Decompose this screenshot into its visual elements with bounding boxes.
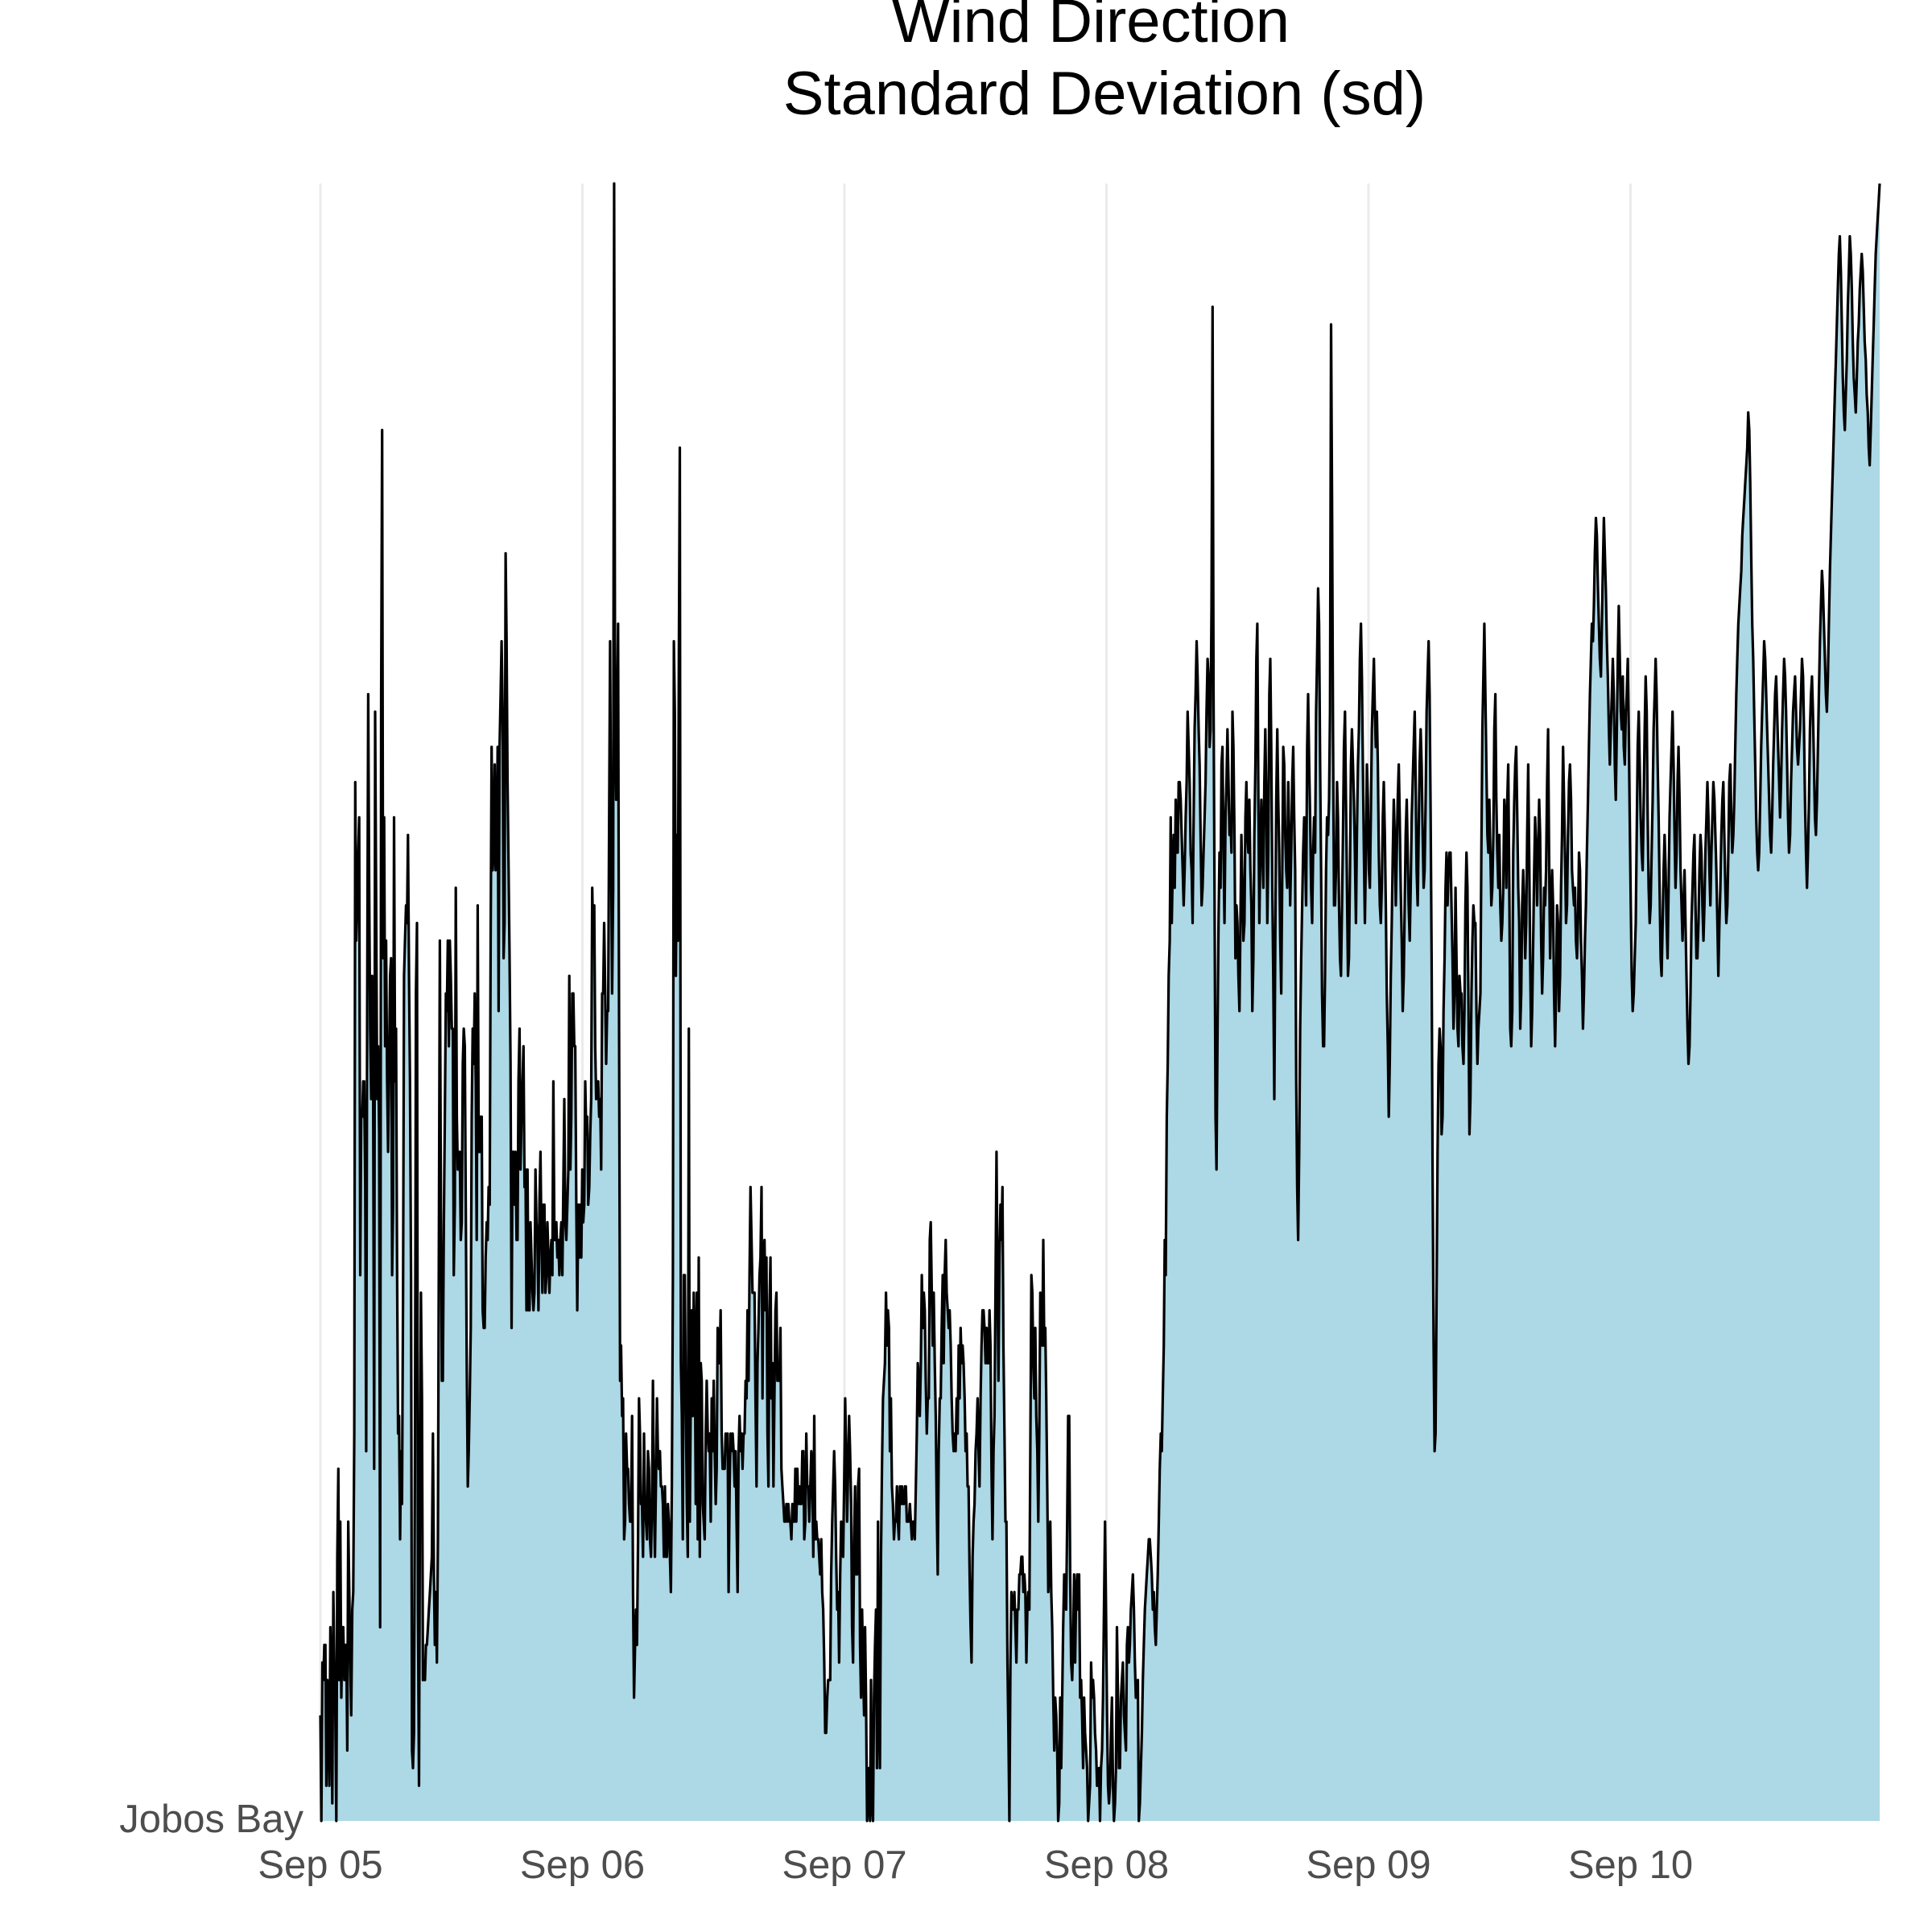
x-tick-label: Sep 06: [520, 1843, 645, 1887]
series-line: [319, 182, 1881, 1823]
chart-title-line-1: Wind Direction: [892, 0, 1290, 56]
y-tick-label: Jobos Bay: [119, 1798, 303, 1841]
x-tick-label: Sep 09: [1306, 1843, 1430, 1887]
chart-title-line-2: Standard Deviation (sd): [783, 60, 1426, 128]
series-area-fill: [320, 184, 1880, 1821]
x-tick-label: Sep 10: [1568, 1843, 1693, 1887]
x-tick-label: Sep 07: [782, 1843, 906, 1887]
x-tick-label: Sep 05: [258, 1843, 382, 1887]
x-axis-ticks: Sep 05 Sep 06 Sep 07 Sep 08 Sep 09 Sep 10: [258, 1843, 1693, 1887]
x-tick-label: Sep 08: [1044, 1843, 1169, 1887]
